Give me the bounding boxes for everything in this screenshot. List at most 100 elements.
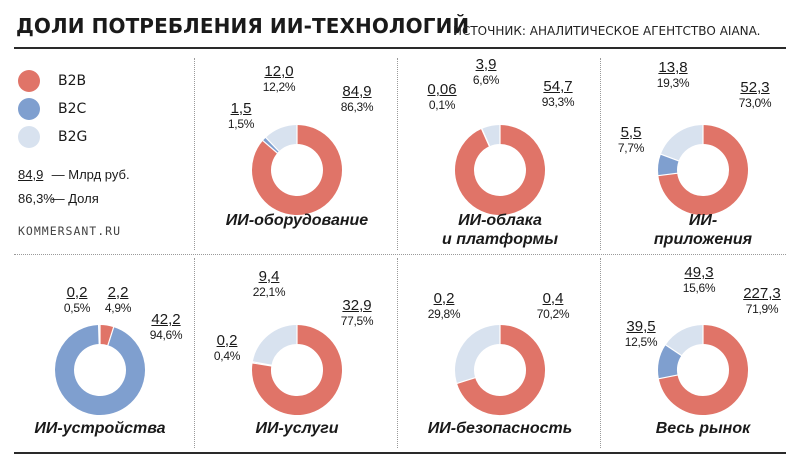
donut-panel-total-market: 227,3 71,9% 39,5 12,5% 49,3 15,6% Весь рынок <box>603 258 800 448</box>
slice-value: 227,3 <box>743 285 781 302</box>
slice-label-b2b: 227,3 71,9% <box>732 285 792 317</box>
donut-panel-services: 32,9 77,5% 0,2 0,4% 9,4 22,1% ИИ-услуги <box>197 258 397 448</box>
slice-label-b2c: 0,2 0,4% <box>197 332 257 364</box>
donut-chart <box>252 124 342 215</box>
chart-label: ИИ-безопасность <box>427 420 573 437</box>
donut-chart <box>455 324 545 415</box>
slice-value: 0,2 <box>433 290 455 307</box>
slice-label-b2c: 1,5 1,5% <box>211 100 271 132</box>
legend-swatch-b2g <box>18 126 40 148</box>
donut-chart <box>55 324 145 415</box>
slice-label-b2g: 9,4 22,1% <box>239 268 299 300</box>
donut-slice-b2g <box>665 325 704 356</box>
source-note: ИСТОЧНИК: АНАЛИТИЧЕСКОЕ АГЕНТСТВО AIANA. <box>453 24 761 38</box>
slice-value: 84,9 <box>342 83 372 100</box>
chart-label: ИИ-облака и платформы <box>441 212 559 248</box>
legend-swatch-b2b <box>18 70 40 92</box>
slice-value: 0,2 <box>66 284 88 301</box>
donut-slice-b2b <box>99 325 114 346</box>
legend-swatch-b2c <box>18 98 40 120</box>
slice-share: 6,6% <box>472 73 500 87</box>
divider <box>600 58 601 250</box>
slice-label-b2g: 0,2 0,5% <box>47 284 107 316</box>
slice-value: 54,7 <box>543 78 573 95</box>
slice-label-b2g: 3,9 6,6% <box>456 56 516 88</box>
slice-share: 93,3% <box>541 95 575 109</box>
slice-share: 22,1% <box>252 285 286 299</box>
slice-share: 15,6% <box>682 281 716 295</box>
divider <box>397 58 398 250</box>
donut-panel-devices: 2,2 4,9% 42,2 94,6% 0,2 0,5% ИИ-устройства <box>0 258 200 448</box>
slice-separator <box>107 326 115 346</box>
slice-label-b2b: 54,7 93,3% <box>528 78 588 110</box>
slice-share: 7,7% <box>617 141 645 155</box>
slice-value: 2,2 <box>107 284 129 301</box>
slice-separator <box>456 377 476 385</box>
slice-value: 12,0 <box>264 63 294 80</box>
donut-slice-b2b <box>455 125 545 215</box>
donut-chart <box>251 324 342 415</box>
chart-label: ИИ-оборудование <box>225 212 369 229</box>
slice-separator <box>97 324 100 345</box>
chart-label: ИИ-приложения <box>653 212 753 248</box>
slice-share: 29,8% <box>427 307 461 321</box>
legend-label: B2B <box>58 73 87 89</box>
donut-panel-hardware: 84,9 86,3% 1,5 1,5% 12,0 12,2% ИИ-оборудование <box>197 58 397 248</box>
slice-label-b2c: 0,06 0,1% <box>412 81 472 113</box>
slice-separator <box>251 362 272 367</box>
slice-value: 42,2 <box>151 311 181 328</box>
slice-separator <box>657 172 678 177</box>
top-rule <box>14 47 786 49</box>
donut-slice-b2b <box>252 325 342 415</box>
slice-label-b2g: 12,0 12,2% <box>249 63 309 95</box>
bottom-rule <box>14 452 786 454</box>
key-share-sample: 86,3% <box>18 191 55 206</box>
donut-panel-cloud-platforms: 54,7 93,3% 0,06 0,1% 3,9 6,6% ИИ-облака и платф… <box>400 56 600 248</box>
donut-chart <box>657 124 748 215</box>
slice-separator <box>262 139 279 154</box>
donut-slice-b2c <box>658 344 682 379</box>
donut-slice-b2g <box>481 125 501 147</box>
donut-chart <box>455 124 545 215</box>
slice-separator <box>252 361 273 366</box>
slice-value: 3,9 <box>475 56 497 73</box>
slice-share: 73,0% <box>738 96 772 110</box>
slice-separator <box>265 136 280 153</box>
donut-slice-b2b <box>658 325 748 415</box>
donut-chart <box>658 324 748 415</box>
slice-separator <box>481 128 491 147</box>
slice-share: 94,6% <box>149 328 183 342</box>
slice-share: 71,9% <box>745 302 779 316</box>
key-share-desc: — Доля <box>51 191 99 206</box>
chart-label: ИИ-услуги <box>255 420 339 437</box>
legend-label: B2G <box>58 129 88 145</box>
divider <box>14 254 786 255</box>
donut-slice-b2g <box>265 125 298 152</box>
donut-slice-b2g <box>252 325 298 366</box>
donut-panel-applications: 52,3 73,0% 5,5 7,7% 13,8 19,3% ИИ-приложения <box>603 58 800 248</box>
donut-slice-b2g <box>455 325 501 384</box>
donut-slice-b2b <box>457 325 545 415</box>
slice-value: 0,06 <box>427 81 457 98</box>
slice-value: 1,5 <box>230 100 252 117</box>
slice-share: 70,2% <box>536 307 570 321</box>
donut-slice-b2g <box>660 125 704 162</box>
slice-value: 0,4 <box>542 290 564 307</box>
slice-separator <box>660 153 680 162</box>
slice-value: 13,8 <box>658 59 688 76</box>
slice-label-b2b: 84,9 86,3% <box>327 83 387 115</box>
slice-separator <box>664 344 683 357</box>
slice-separator <box>658 374 679 380</box>
header: ДОЛИ ПОТРЕБЛЕНИЯ ИИ-ТЕХНОЛОГИЙ ИСТОЧНИК:… <box>16 12 784 42</box>
slice-value: 5,5 <box>620 124 642 141</box>
slice-value: 39,5 <box>626 318 656 335</box>
slice-share: 0,5% <box>63 301 91 315</box>
chart-label: Весь рынок <box>655 420 751 437</box>
divider <box>194 58 195 250</box>
slice-label-b2b: 32,9 77,5% <box>327 297 387 329</box>
slice-value: 52,3 <box>740 79 770 96</box>
slice-label-b2c: 39,5 12,5% <box>611 318 671 350</box>
chart-label: ИИ-устройства <box>34 420 166 437</box>
donut-slice-b2c <box>658 154 679 176</box>
donut-slice-b2b <box>658 125 748 215</box>
